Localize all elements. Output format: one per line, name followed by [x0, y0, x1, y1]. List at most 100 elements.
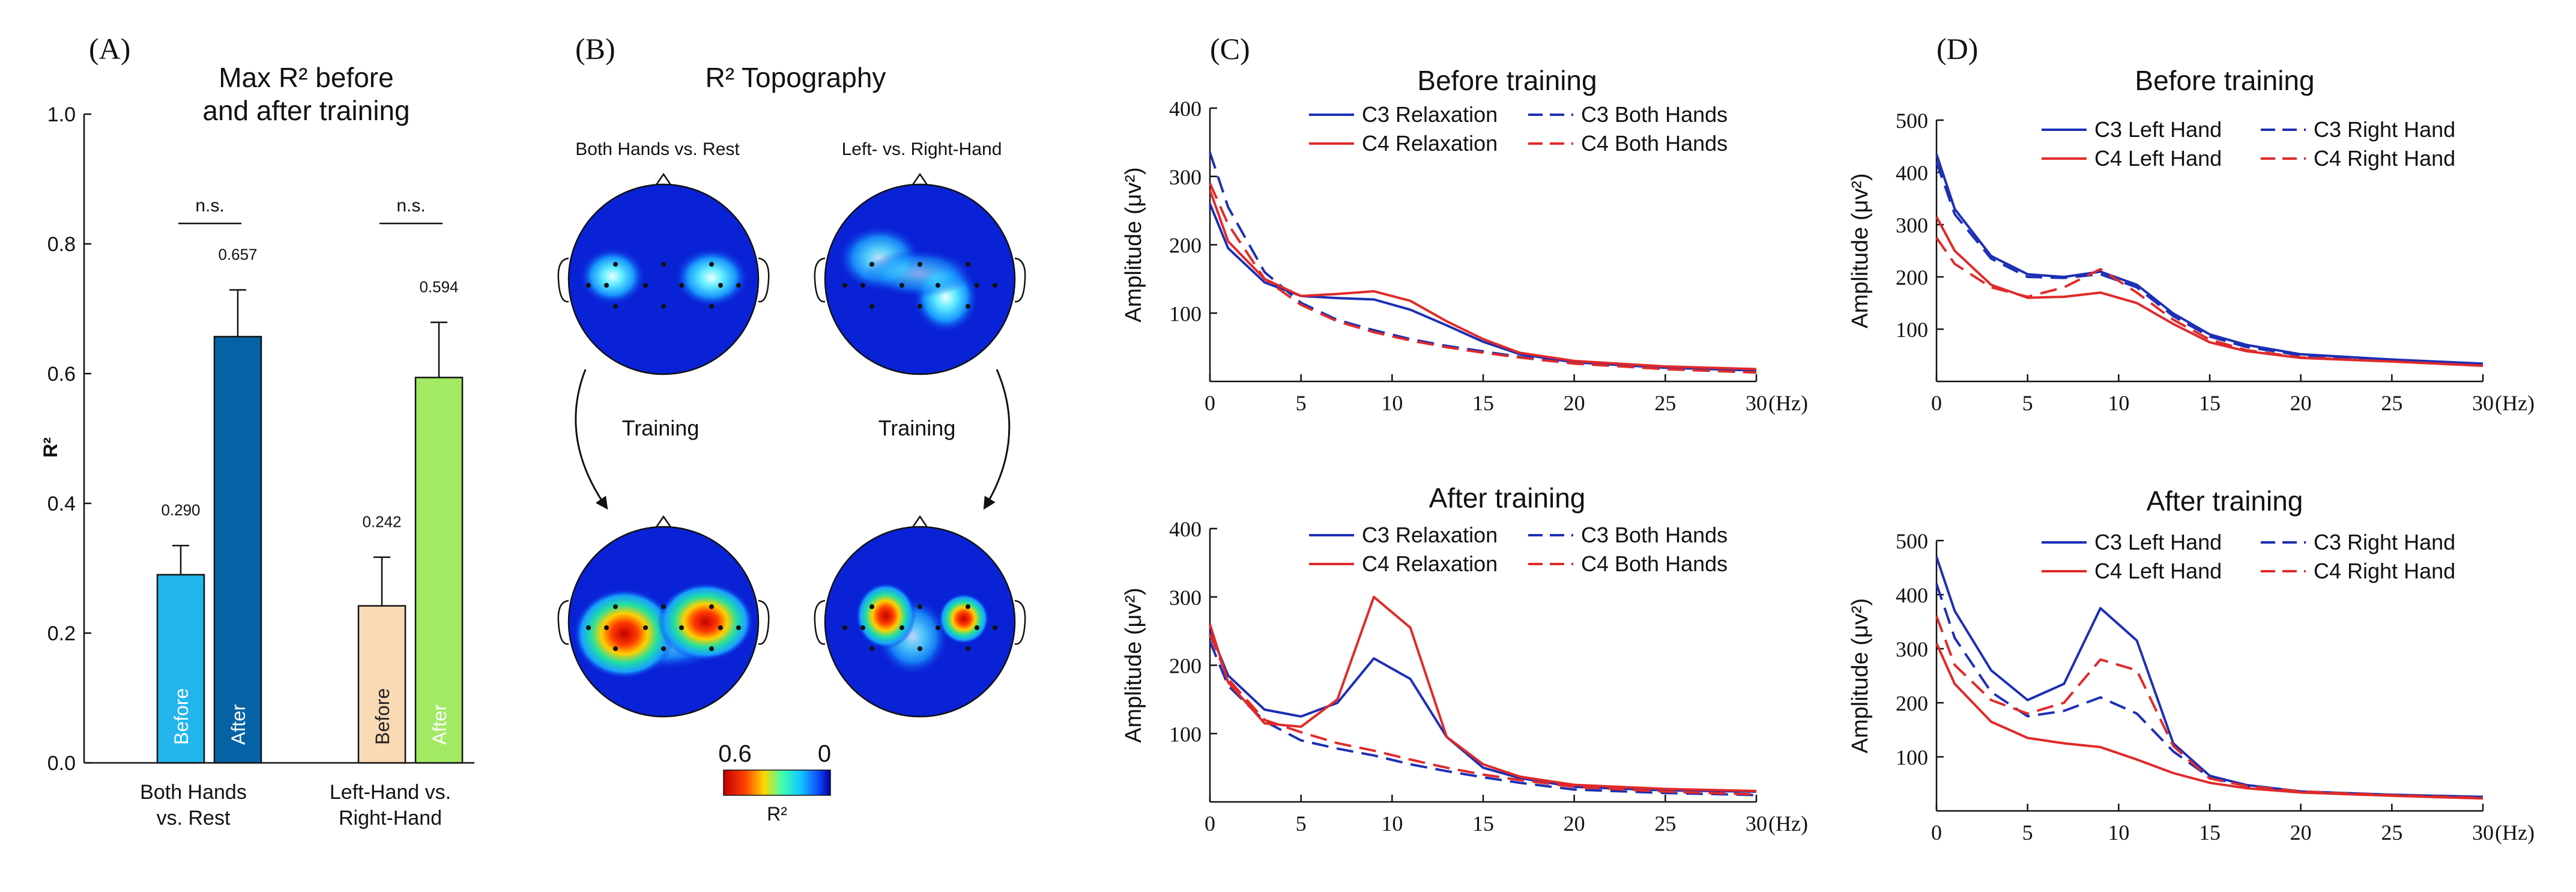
panel-label-a: (A) [89, 32, 130, 65]
series-line-c3-relaxation [1209, 203, 1757, 372]
topo-map [569, 527, 758, 717]
electrode-dot [936, 625, 940, 630]
electrode-dot [679, 283, 684, 288]
series-line-c4-both-hands [1209, 634, 1757, 796]
y-axis-label: Amplitude (μv²) [1848, 173, 1873, 328]
electrode-dot [869, 604, 874, 609]
group-label-left-right-line1: Left-Hand vs. [330, 781, 451, 804]
head-outline [824, 183, 1016, 375]
topo-map [569, 184, 758, 374]
bar-inner-label: After [228, 704, 249, 745]
electrode-dot [604, 625, 609, 630]
electrode-markers [586, 262, 997, 651]
chart-a-title-line1: Max R² before [219, 62, 393, 93]
bar-both-hands-vs-rest-after [213, 336, 262, 764]
y-tick-label: 400 [1169, 97, 1202, 121]
y-tick-label: 300 [1169, 586, 1202, 610]
x-axis-unit: (Hz) [2495, 391, 2535, 415]
y-tick-label: 200 [1896, 265, 1928, 290]
series-line-c4-left-hand [1935, 643, 2484, 800]
x-tick-label: 25 [1654, 812, 1676, 836]
electrode-dot [975, 283, 979, 288]
electrode-dot [709, 604, 714, 609]
training-arrow-left [575, 369, 608, 510]
chart-a-bars: 0.290 Before 0.657 After n.s. 0.242 Before 0.59… [156, 196, 464, 764]
panel-b: (B) R² Topography Both Hands vs. Rest Le… [557, 32, 1026, 825]
legend-label: C4 Left Hand [2094, 559, 2222, 583]
group-label-left-right-line2: Right-Hand [339, 807, 442, 830]
x-axis-unit: (Hz) [2495, 821, 2535, 845]
legend-label: C4 Both Hands [1581, 131, 1728, 156]
panel-a: (A) Max R² before and after training R² … [40, 32, 474, 830]
x-tick-label: 0 [1931, 821, 1942, 845]
head-outline [567, 526, 760, 718]
left-ear-marker [557, 257, 569, 303]
electrode-dot [918, 646, 922, 651]
series-line-c3-right-hand [1935, 161, 2484, 366]
legend-label: C4 Relaxation [1362, 551, 1498, 576]
x-tick-label: 30 [2472, 821, 2494, 845]
electrode-dot [679, 625, 684, 630]
x-tick-label: 0 [1931, 391, 1942, 415]
x-tick-label: 15 [2199, 821, 2221, 845]
y-tick-label: 0.6 [47, 363, 76, 386]
electrode-dot [709, 646, 714, 651]
group-label-both-hands-line1: Both Hands [140, 781, 247, 804]
y-tick-label: 100 [1169, 302, 1202, 326]
legend-label: C3 Both Hands [1581, 523, 1728, 547]
series-line-c3-left-hand [1935, 556, 2484, 798]
bar-value-label: 0.594 [419, 278, 458, 296]
electrode-dot [613, 304, 618, 309]
legend-label: C3 Left Hand [2094, 117, 2222, 142]
legend-label: C3 Left Hand [2094, 530, 2222, 554]
electrode-dot [918, 304, 922, 309]
bar-left-vs-right-hand-after [414, 377, 464, 764]
electrode-dot [613, 646, 618, 651]
left-ear-marker [814, 599, 826, 645]
panel-label-d: (D) [1937, 32, 1978, 65]
x-tick-label: 10 [1381, 812, 1403, 836]
electrode-dot [918, 604, 922, 609]
series-line-c3-left-hand [1935, 153, 2484, 365]
electrode-dot [604, 283, 609, 288]
y-tick-label: 400 [1169, 517, 1202, 541]
colorbar-min-label: 0 [818, 741, 831, 767]
x-tick-label: 0 [1205, 812, 1215, 836]
electrode-dot [993, 283, 997, 288]
y-tick-label: 0.0 [47, 752, 76, 775]
x-tick-label: 10 [2108, 821, 2129, 845]
chart-a-title-line2: and after training [202, 95, 410, 126]
line-chart-c-after: After training 100 200 300 400 0 5 10 15 20 25 30 (H… [1121, 482, 1808, 836]
topography-column-label-left-right: Left- vs. Right-Hand [842, 139, 1002, 159]
x-tick-label: 20 [2290, 391, 2312, 415]
colorbar-unit-label: R² [767, 803, 787, 825]
x-tick-label: 15 [1472, 391, 1494, 415]
x-tick-label: 5 [2022, 391, 2033, 415]
chart-title: Before training [1417, 65, 1597, 96]
line-chart-d-before: Before training 100 200 300 400 500 0 5 10 15 20 25… [1848, 65, 2535, 415]
x-tick-label: 25 [2381, 821, 2402, 845]
electrode-dot [661, 262, 666, 267]
x-tick-label: 25 [2381, 391, 2402, 415]
legend-label: C3 Right Hand [2314, 117, 2455, 142]
x-tick-label: 5 [1296, 391, 1307, 415]
electrode-dot [966, 262, 970, 267]
significance-label: n.s. [195, 196, 224, 216]
electrode-dot [936, 283, 940, 288]
y-tick-label: 400 [1896, 583, 1928, 607]
electrode-dot [918, 262, 922, 267]
electrode-dot [975, 625, 979, 630]
chart-title: After training [1429, 482, 1586, 514]
legend-label: C4 Both Hands [1581, 551, 1728, 576]
y-tick-label: 0.4 [47, 493, 76, 515]
chart-a-axes: 0.0 0.2 0.4 0.6 0.8 1.0 [47, 103, 474, 775]
legend-label: C3 Right Hand [2314, 530, 2455, 554]
electrode-dot [718, 625, 723, 630]
y-tick-label: 1.0 [47, 103, 76, 126]
colorbar-gradient-bar [723, 769, 831, 796]
left-ear-marker [814, 257, 826, 303]
bar-value-label: 0.657 [218, 246, 257, 264]
x-tick-label: 25 [1654, 391, 1676, 415]
electrode-dot [842, 283, 847, 288]
electrode-dot [661, 646, 666, 651]
